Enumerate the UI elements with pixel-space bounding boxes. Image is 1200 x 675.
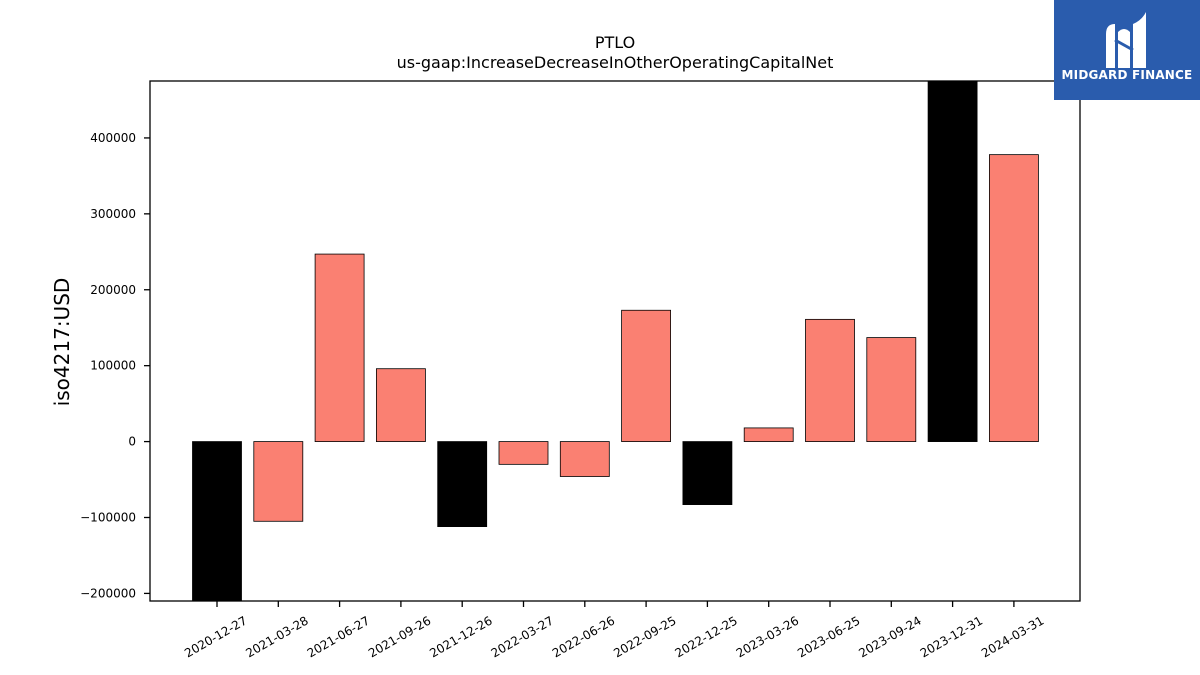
x-tick-label-2021-09-26: 2021-09-26 xyxy=(366,613,433,660)
x-tick-label-2024-03-31: 2024-03-31 xyxy=(979,613,1046,660)
bar-2020-12-27 xyxy=(192,441,242,602)
y-axis-label: iso4217:USD xyxy=(50,278,74,407)
x-tick-label-2021-12-26: 2021-12-26 xyxy=(427,613,494,660)
chart-title: PTLO xyxy=(595,33,635,52)
x-tick-label-2020-12-27: 2020-12-27 xyxy=(182,613,249,660)
y-tick-label-300000: 300000 xyxy=(90,207,136,221)
bar-2024-03-31 xyxy=(989,154,1039,442)
x-tick-label-2021-06-27: 2021-06-27 xyxy=(305,613,372,660)
x-tick-label-2023-06-25: 2023-06-25 xyxy=(795,613,862,660)
y-tick-label-200000: 200000 xyxy=(90,283,136,297)
x-tick-label-2022-09-25: 2022-09-25 xyxy=(611,613,678,660)
x-axis: 2020-12-272021-03-282021-06-272021-09-26… xyxy=(182,601,1046,660)
x-tick-label-2023-09-24: 2023-09-24 xyxy=(856,613,923,660)
bar-2021-06-27 xyxy=(314,253,365,442)
plot-frame xyxy=(149,80,1081,602)
bar-2022-06-26 xyxy=(559,441,610,477)
bar-2023-03-26 xyxy=(743,427,794,442)
bars-group xyxy=(192,80,1039,602)
x-tick-label-2021-03-28: 2021-03-28 xyxy=(243,613,310,660)
bar-2023-06-25 xyxy=(805,318,855,442)
y-tick-label-0: 0 xyxy=(128,435,136,449)
y-tick-label-100000: 100000 xyxy=(90,359,136,373)
chart-subtitle: us-gaap:IncreaseDecreaseInOtherOperating… xyxy=(397,53,834,72)
y-axis: −200000 −100000 0 100000 200000 300000 400000 xyxy=(80,131,150,600)
y-tick-label--200000: −200000 xyxy=(80,586,136,600)
x-tick-label-2023-03-26: 2023-03-26 xyxy=(734,613,801,660)
bar-2021-03-28 xyxy=(253,441,304,522)
y-tick-label-400000: 400000 xyxy=(90,131,136,145)
bar-2021-12-26 xyxy=(437,441,488,527)
bar-2022-09-25 xyxy=(621,309,671,442)
bar-2021-09-26 xyxy=(375,368,426,442)
x-tick-label-2022-12-25: 2022-12-25 xyxy=(672,613,739,660)
y-tick-label--100000: −100000 xyxy=(80,510,136,524)
midgard-finance-logo: MIDGARD FINANCE xyxy=(1054,0,1200,100)
x-tick-label-2023-12-31: 2023-12-31 xyxy=(918,613,985,660)
bar-2023-09-24 xyxy=(866,337,917,442)
logo-text: MIDGARD FINANCE xyxy=(1061,68,1193,82)
bar-2023-12-31 xyxy=(927,80,978,442)
x-tick-label-2022-06-26: 2022-06-26 xyxy=(550,613,617,660)
bar-2022-03-27 xyxy=(498,441,549,465)
midgard-logo-icon xyxy=(1106,12,1146,68)
bar-2022-12-25 xyxy=(682,441,733,505)
x-tick-label-2022-03-27: 2022-03-27 xyxy=(489,613,556,660)
